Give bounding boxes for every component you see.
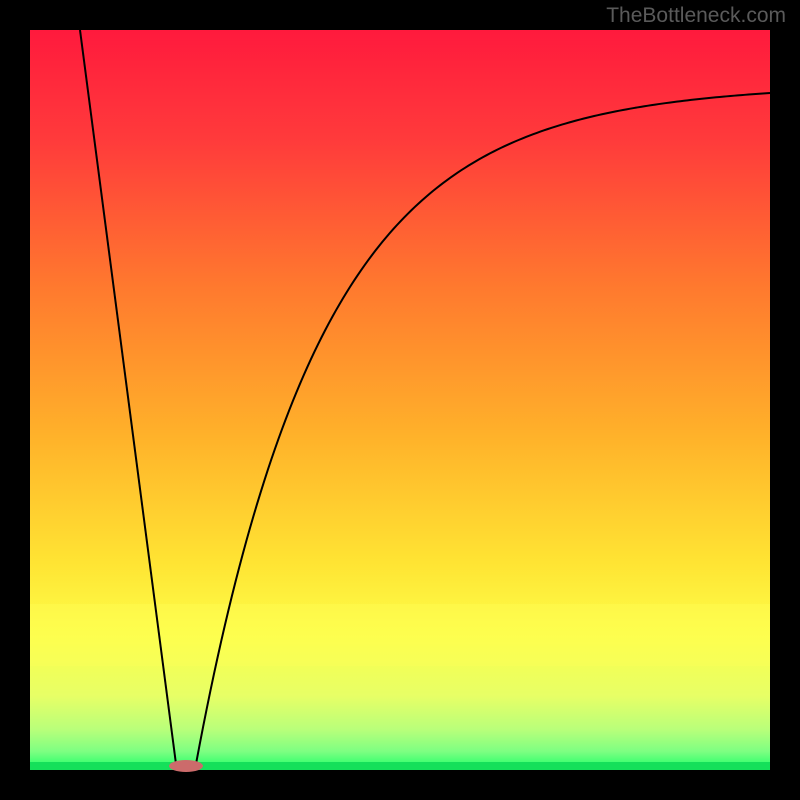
bottom-green-band: [30, 762, 770, 770]
chart-container: TheBottleneck.com: [0, 0, 800, 800]
watermark-text: TheBottleneck.com: [606, 4, 786, 28]
valley-marker: [169, 760, 203, 772]
yellow-band: [30, 604, 770, 666]
chart-svg: [0, 0, 800, 800]
